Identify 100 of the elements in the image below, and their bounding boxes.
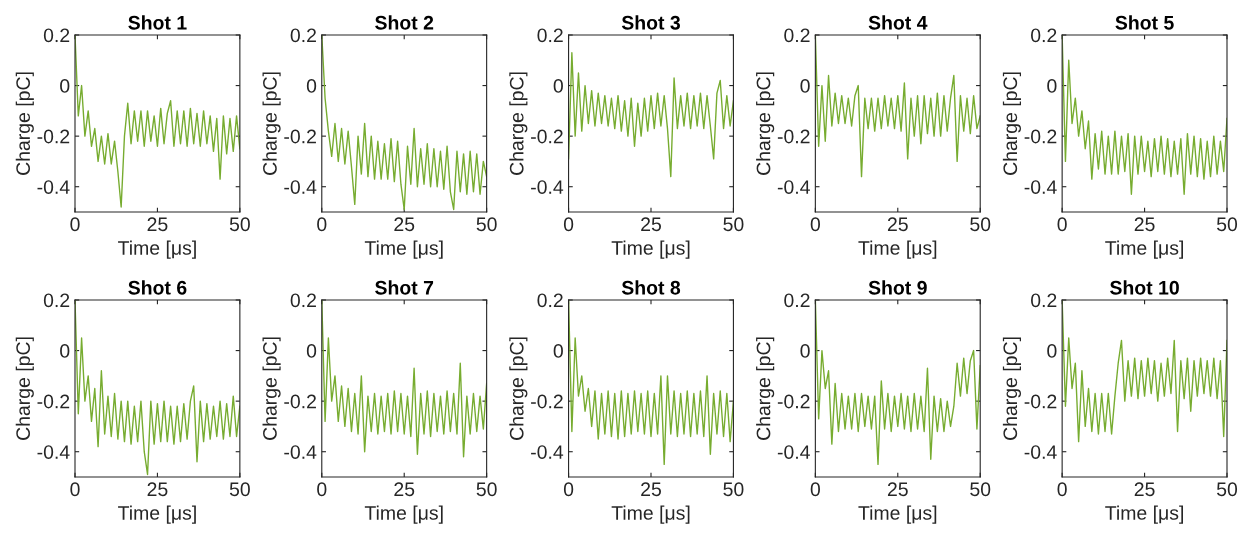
chart-title: Shot 3 bbox=[621, 15, 681, 30]
y-tick-label: 0 bbox=[553, 344, 563, 358]
y-tick-label: 0.2 bbox=[537, 293, 563, 308]
y-tick-label: -0.2 bbox=[284, 129, 316, 144]
x-tick-label: 50 bbox=[229, 482, 250, 497]
y-tick-label: 0.2 bbox=[290, 293, 316, 308]
x-axis-title: Time [μs] bbox=[364, 505, 443, 524]
x-tick-label: 25 bbox=[641, 217, 661, 232]
y-tick-label: 0.2 bbox=[1031, 293, 1057, 308]
x-tick-label: 25 bbox=[887, 217, 908, 232]
line-series bbox=[321, 35, 487, 211]
chart-title: Shot 1 bbox=[128, 15, 187, 30]
y-tick-label: -0.4 bbox=[37, 180, 70, 194]
y-tick-label: -0.4 bbox=[777, 445, 810, 459]
y-tick-label: -0.4 bbox=[531, 445, 564, 459]
x-tick-label: 25 bbox=[1134, 217, 1155, 232]
y-tick-label: -0.2 bbox=[531, 129, 563, 144]
x-tick-label: 50 bbox=[1216, 482, 1238, 497]
y-tick-label: 0 bbox=[800, 79, 810, 93]
x-tick-label: 25 bbox=[641, 482, 661, 497]
y-axis-title: Charge [pC] bbox=[509, 337, 528, 440]
x-tick-label: 0 bbox=[70, 217, 80, 232]
y-tick-label: 0.2 bbox=[43, 293, 70, 308]
y-axis-title: Charge [pC] bbox=[262, 337, 281, 440]
x-tick-label: 50 bbox=[476, 482, 497, 497]
x-tick-label: 50 bbox=[970, 217, 991, 232]
x-axis-title: Time [μs] bbox=[1105, 505, 1183, 524]
x-tick-label: 0 bbox=[1057, 217, 1067, 232]
y-tick-label: -0.4 bbox=[284, 180, 317, 194]
x-axis-title: Time [μs] bbox=[118, 505, 196, 524]
y-tick-label: 0.2 bbox=[537, 28, 563, 43]
x-tick-label: 0 bbox=[317, 482, 327, 497]
y-tick-label: -0.4 bbox=[1024, 445, 1057, 459]
y-tick-label: -0.2 bbox=[284, 394, 316, 409]
y-tick-label: -0.2 bbox=[777, 129, 810, 144]
chart-title: Shot 10 bbox=[1110, 280, 1179, 295]
y-tick-label: 0.2 bbox=[43, 28, 70, 43]
y-tick-label: 0 bbox=[1047, 344, 1057, 358]
chart-title: Shot 5 bbox=[1115, 15, 1174, 30]
x-tick-label: 0 bbox=[563, 217, 574, 232]
y-axis-title: Charge [pC] bbox=[1002, 72, 1021, 175]
y-tick-label: -0.4 bbox=[37, 445, 70, 459]
x-axis-title: Time [μs] bbox=[118, 240, 196, 259]
x-tick-label: 50 bbox=[476, 217, 497, 232]
y-tick-label: 0 bbox=[1047, 79, 1057, 93]
y-tick-label: 0.2 bbox=[290, 28, 316, 43]
x-tick-label: 50 bbox=[229, 217, 250, 232]
y-tick-label: 0 bbox=[60, 344, 70, 358]
y-tick-label: -0.2 bbox=[1024, 394, 1057, 409]
x-tick-label: 50 bbox=[723, 482, 744, 497]
chart-title: Shot 7 bbox=[375, 280, 434, 295]
x-axis-title: Time [μs] bbox=[858, 505, 937, 524]
y-tick-label: -0.2 bbox=[531, 394, 563, 409]
y-tick-label: -0.2 bbox=[777, 394, 810, 409]
x-tick-label: 50 bbox=[970, 482, 991, 497]
y-tick-label: -0.4 bbox=[1024, 180, 1057, 194]
y-axis-title: Charge [pC] bbox=[756, 337, 775, 440]
chart-title: Shot 4 bbox=[868, 15, 928, 30]
x-tick-label: 0 bbox=[1057, 482, 1067, 497]
y-axis-title: Charge [pC] bbox=[756, 72, 775, 175]
y-tick-label: 0.2 bbox=[784, 28, 810, 43]
y-tick-label: 0.2 bbox=[1031, 28, 1057, 43]
x-tick-label: 25 bbox=[887, 482, 908, 497]
y-tick-label: 0.2 bbox=[784, 293, 810, 308]
x-tick-label: 0 bbox=[810, 482, 820, 497]
y-tick-label: -0.4 bbox=[777, 180, 810, 194]
y-tick-label: 0 bbox=[60, 79, 70, 93]
y-tick-label: -0.4 bbox=[531, 180, 564, 194]
x-axis-title: Time [μs] bbox=[1105, 240, 1183, 259]
x-tick-label: 25 bbox=[394, 482, 415, 497]
x-tick-label: 0 bbox=[563, 482, 574, 497]
y-tick-label: 0 bbox=[800, 344, 810, 358]
y-axis-title: Charge [pC] bbox=[1002, 337, 1021, 440]
x-axis-title: Time [μs] bbox=[858, 240, 937, 259]
y-tick-label: -0.2 bbox=[37, 129, 70, 144]
line-series bbox=[568, 52, 734, 178]
chart-title: Shot 2 bbox=[375, 15, 434, 30]
y-tick-label: 0 bbox=[306, 79, 317, 93]
y-tick-label: -0.2 bbox=[1024, 129, 1057, 144]
x-axis-title: Time [μs] bbox=[611, 505, 690, 524]
chart-title: Shot 8 bbox=[621, 280, 681, 295]
x-axis-title: Time [μs] bbox=[364, 240, 443, 259]
x-tick-label: 0 bbox=[317, 217, 327, 232]
y-tick-label: 0 bbox=[306, 344, 317, 358]
x-tick-label: 0 bbox=[70, 482, 80, 497]
x-axis-title: Time [μs] bbox=[611, 240, 690, 259]
x-tick-label: 25 bbox=[147, 482, 168, 497]
y-axis-title: Charge [pC] bbox=[15, 72, 34, 175]
y-tick-label: 0 bbox=[553, 79, 563, 93]
x-tick-label: 25 bbox=[147, 217, 168, 232]
x-tick-label: 0 bbox=[810, 217, 820, 232]
x-tick-label: 25 bbox=[1134, 482, 1155, 497]
x-tick-label: 50 bbox=[1216, 217, 1238, 232]
x-tick-label: 50 bbox=[723, 217, 744, 232]
y-axis-title: Charge [pC] bbox=[509, 72, 528, 175]
y-tick-label: -0.2 bbox=[37, 394, 70, 409]
x-tick-label: 25 bbox=[394, 217, 415, 232]
y-tick-label: -0.4 bbox=[284, 445, 317, 459]
y-axis-title: Charge [pC] bbox=[262, 72, 281, 175]
y-axis-title: Charge [pC] bbox=[15, 337, 34, 440]
